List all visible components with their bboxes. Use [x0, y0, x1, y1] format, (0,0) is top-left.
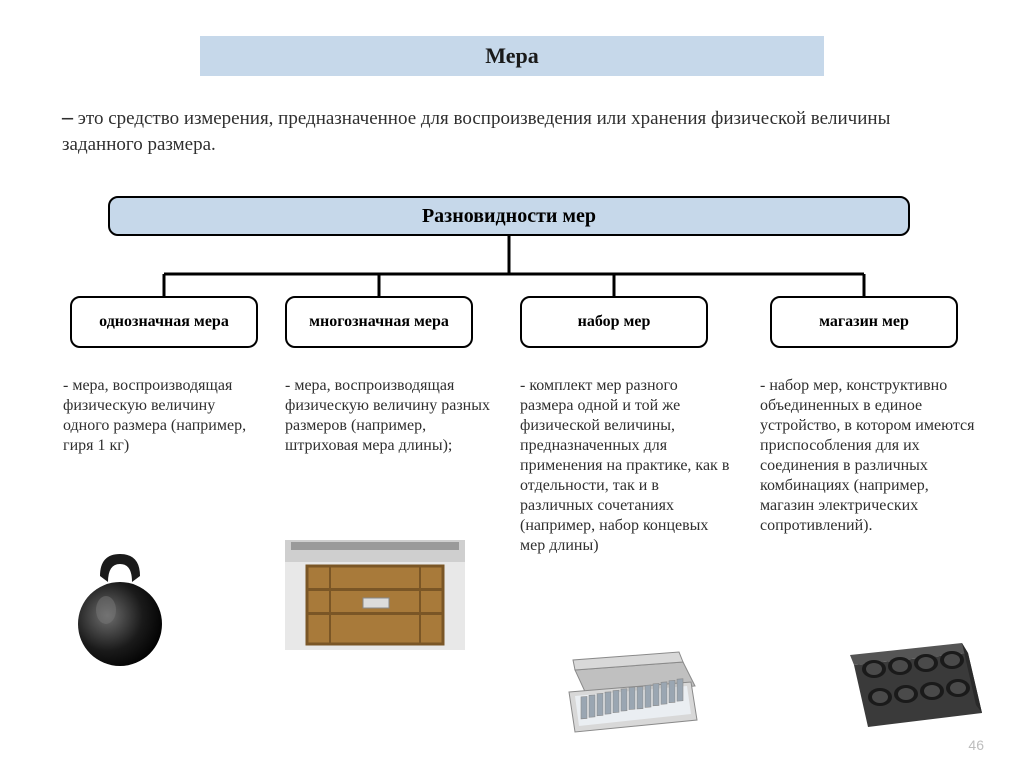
category-box-1: однозначная мера [70, 296, 258, 348]
kettlebell-icon [70, 548, 170, 668]
page-title: Мера [200, 36, 824, 76]
category-desc-4: - набор мер, конструктивно объединенных … [760, 376, 975, 536]
category-desc-2: - мера, воспроизводящая физическую велич… [285, 376, 495, 456]
category-box-4: магазин мер [770, 296, 958, 348]
category-desc-3: - комплект мер разного размера одной и т… [520, 376, 735, 556]
category-box-3: набор мер [520, 296, 708, 348]
resistance-box-icon [850, 635, 985, 740]
definition-dash: – [62, 104, 73, 129]
subtitle-box: Разновидности мер [108, 196, 910, 236]
category-box-2: многозначная мера [285, 296, 473, 348]
definition-text: – это средство измерения, предназначенно… [62, 102, 932, 157]
definition-body: это средство измерения, предназначенное … [62, 108, 890, 155]
gauge-block-set-icon [565, 642, 700, 737]
ruler-panel-icon [285, 540, 465, 650]
category-desc-1: - мера, воспроизводящая физическую велич… [63, 376, 258, 456]
page-number: 46 [968, 737, 984, 753]
